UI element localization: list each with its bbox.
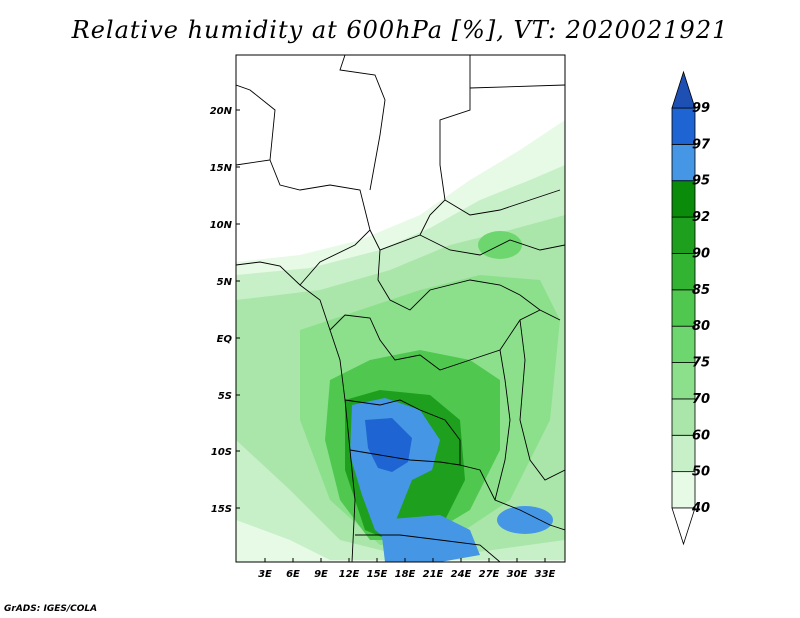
longitude-axis: 3E 6E 9E 12E 15E 18E 21E 24E 27E 30E 33E (258, 569, 555, 580)
lat-tick-label: 5N (217, 277, 233, 288)
colorbar-label: 99 (692, 101, 710, 116)
colorbar-label: 92 (692, 210, 710, 225)
lat-tick-label: 15N (210, 163, 233, 174)
colorbar-top-arrow (671, 70, 696, 109)
colorbar-label: 60 (692, 428, 710, 443)
colorbar: 40 50 60 70 75 80 85 90 92 95 97 99 (671, 70, 711, 546)
map-frame (235, 54, 566, 563)
lon-tick-label: 21E (423, 569, 444, 580)
colorbar-label: 75 (692, 356, 710, 371)
map-title: Relative humidity at 600hPa [%], VT: 202… (71, 16, 729, 44)
lon-tick-label: 18E (395, 569, 416, 580)
colorbar-label: 50 (692, 465, 710, 480)
colorbar-label: 85 (692, 283, 710, 298)
lon-tick-label: 9E (314, 569, 328, 580)
lon-tick-label: 24E (451, 569, 472, 580)
lon-tick-label: 15E (367, 569, 388, 580)
colorbar-segments (671, 70, 696, 546)
country-borders (236, 55, 565, 562)
colorbar-labels: 40 50 60 70 75 80 85 90 92 95 97 99 (691, 101, 711, 516)
lat-tick-label: 15S (211, 504, 232, 515)
lat-tick-label: 10N (210, 220, 233, 231)
lat-tick-label: 20N (210, 106, 233, 117)
lat-tick-label: 5S (218, 391, 232, 402)
lat-tick-label: EQ (217, 334, 233, 345)
colorbar-label: 80 (692, 319, 710, 334)
latitude-axis: 20N 15N 10N 5N EQ 5S 10S 15S (210, 106, 233, 515)
map-panel (236, 55, 565, 562)
lon-tick-label: 27E (479, 569, 500, 580)
colorbar-label: 70 (692, 392, 710, 407)
lon-tick-label: 33E (535, 569, 556, 580)
lon-tick-label: 30E (507, 569, 528, 580)
footer-credit: GrADS: IGES/COLA (4, 604, 98, 614)
lon-tick-label: 6E (286, 569, 300, 580)
colorbar-label: 97 (692, 137, 711, 152)
lon-tick-label: 3E (258, 569, 272, 580)
colorbar-label: 95 (692, 174, 710, 189)
lon-tick-label: 12E (339, 569, 360, 580)
lat-tick-label: 10S (211, 447, 232, 458)
colorbar-bottom-arrow (671, 507, 696, 546)
colorbar-label: 40 (691, 501, 710, 516)
map-inner-ticks (236, 109, 546, 562)
humidity-85-patch-east (497, 506, 553, 534)
colorbar-label: 90 (692, 246, 710, 261)
